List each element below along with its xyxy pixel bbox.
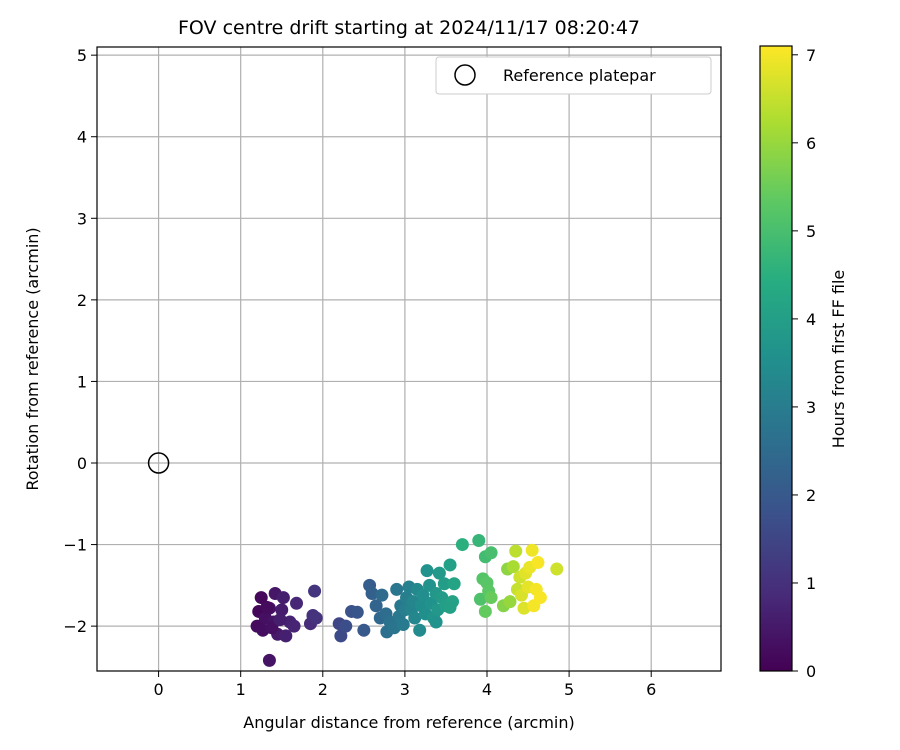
data-point [365,587,379,601]
data-point [473,592,487,606]
data-point [443,558,457,572]
legend: Reference platepar [435,56,712,95]
x-tick-label: 2 [318,680,328,699]
data-point [478,604,492,618]
grid-lines [97,47,721,671]
data-point [309,611,323,625]
colorbar-label: Hours from first FF file [829,270,848,449]
x-tick-label: 6 [646,680,656,699]
x-axis-label: Angular distance from reference (arcmin) [243,713,574,732]
colorbar-tick-label: 2 [806,486,816,505]
y-tick-label: 4 [77,128,87,147]
x-tick-label: 1 [236,680,246,699]
colorbar-tick-label: 0 [806,662,816,681]
data-point [447,577,461,591]
colorbar-tick-label: 6 [806,134,816,153]
data-point [334,629,348,643]
data-point [429,615,443,629]
legend-box [435,56,712,95]
data-point [375,588,389,602]
reference-marker [147,452,170,474]
data-point [503,595,517,609]
data-point [357,623,371,637]
data-point [550,562,564,576]
y-axis-label: Rotation from reference (arcmin) [23,227,42,490]
data-point [531,556,545,570]
x-axis-ticks: 0 1 2 3 4 5 6 [153,671,656,699]
data-point [396,618,410,632]
colorbar-tick-label: 1 [806,574,816,593]
colorbar-tick-label: 7 [806,46,816,65]
y-tick-label: −1 [63,536,87,555]
y-tick-label: 0 [77,454,87,473]
data-point [506,560,520,574]
data-point [472,533,486,547]
colorbar-gradient [759,45,793,672]
y-tick-label: 1 [77,372,87,391]
data-points [250,533,564,667]
data-point [350,605,364,619]
plot-frame [96,46,722,672]
data-point [455,538,469,552]
x-tick-label: 5 [564,680,574,699]
data-point [408,611,422,625]
data-point [339,619,353,633]
data-point [509,544,523,558]
data-point [265,621,279,635]
data-point [484,546,498,560]
colorbar-tick-label: 5 [806,222,816,241]
legend-label: Reference platepar [503,66,656,85]
data-point [254,591,268,605]
y-tick-label: −2 [63,617,87,636]
data-point [390,582,404,596]
data-point [275,603,289,617]
colorbar-tick-label: 3 [806,398,816,417]
data-point [416,588,430,602]
chart-title: FOV centre drift starting at 2024/11/17 … [178,17,640,39]
legend-marker [454,64,476,86]
data-point [437,577,451,591]
data-point [533,591,547,605]
data-point [276,591,290,605]
y-tick-label: 3 [77,209,87,228]
colorbar: 0 1 2 3 4 5 6 7 Hours from first FF file [759,45,848,681]
data-point [484,591,498,605]
data-point [420,564,434,578]
data-point [308,584,322,598]
y-tick-label: 5 [77,46,87,65]
x-tick-label: 3 [400,680,410,699]
data-point [279,629,293,643]
data-point [525,543,539,557]
colorbar-tick-label: 4 [806,310,816,329]
x-tick-label: 0 [153,680,163,699]
data-point [290,596,304,610]
data-point [273,613,287,627]
y-axis-ticks: −2 −1 0 1 2 3 4 5 [63,46,97,636]
data-point [262,653,276,667]
data-point [432,566,446,580]
data-point [517,601,531,615]
data-point [287,619,301,633]
y-tick-label: 2 [77,291,87,310]
data-point [260,600,274,614]
data-point [443,600,457,614]
data-point [369,599,383,613]
data-point [413,623,427,637]
x-tick-label: 4 [482,680,492,699]
colorbar-ticks: 0 1 2 3 4 5 6 7 [792,46,816,681]
